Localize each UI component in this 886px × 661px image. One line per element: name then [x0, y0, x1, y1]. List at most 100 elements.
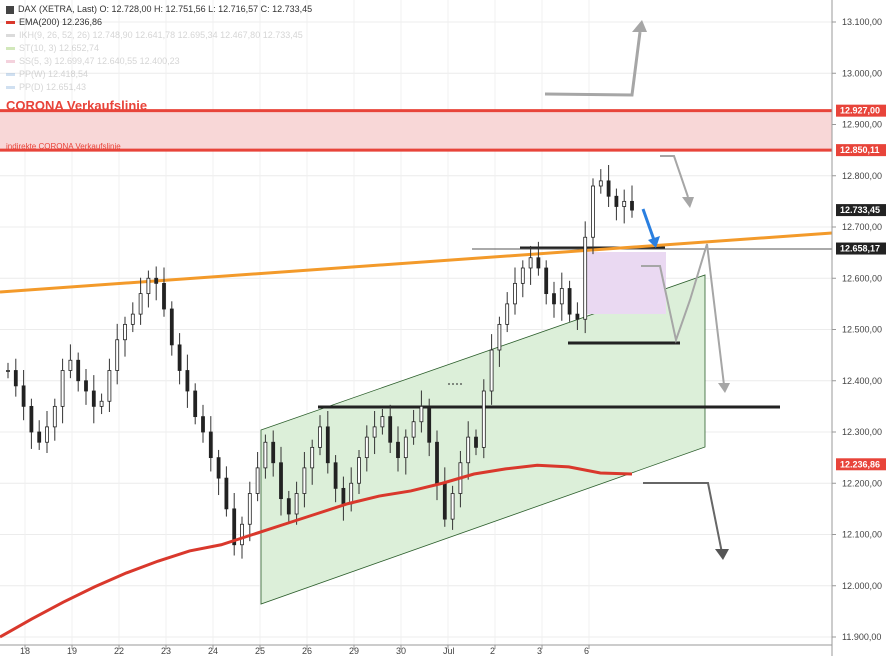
candle-body [630, 200, 634, 211]
candle-body [318, 426, 322, 448]
candle-body [21, 385, 26, 407]
candle-body [583, 236, 588, 320]
price-badge [836, 144, 886, 157]
arrow-up-icon [632, 20, 647, 32]
candle-body [107, 370, 112, 402]
candle-body [208, 431, 213, 459]
candle-body [435, 441, 439, 484]
legend-indicator-5[interactable]: PP(D) 12.651,43 [6, 81, 312, 94]
candle-body [146, 277, 151, 295]
candle-body [497, 323, 502, 351]
target-zone [586, 252, 666, 314]
legend-indicator-label: IKH(9, 26, 52, 26) 12.748,90 12.641,78 1… [19, 30, 303, 40]
candle-body [474, 436, 478, 448]
blue-arrow-head-icon [648, 236, 660, 248]
candle-body [177, 344, 182, 371]
x-tick-label: Jul [443, 646, 455, 656]
candle-body [396, 441, 400, 459]
candle-body [302, 467, 307, 494]
price-badge [836, 458, 886, 471]
x-tick-label: 6 [584, 646, 589, 656]
candle-body [575, 313, 580, 320]
legend-swatch-icon [6, 86, 15, 89]
corona-title: CORONA Verkaufslinie [6, 98, 148, 113]
candle-body [591, 185, 595, 238]
y-tick-label: 13.100,00 [842, 17, 882, 27]
candle-body [99, 400, 104, 407]
candle-body [232, 508, 237, 546]
arrow-down-icon [682, 197, 694, 208]
candle-body [216, 457, 221, 479]
legend-indicator-label: EMA(200) 12.236,86 [19, 17, 103, 27]
candle-body [263, 441, 268, 469]
x-tick-label: 19 [67, 646, 77, 656]
legend-indicator-4[interactable]: PP(W) 12.418,54 [6, 68, 312, 81]
legend-indicator-label: PP(D) 12.651,43 [19, 82, 87, 92]
legend-swatch-icon [6, 60, 15, 63]
x-tick-label: 2 [490, 646, 495, 656]
y-tick-label: 12.500,00 [842, 325, 882, 335]
candle-body [185, 370, 190, 392]
candle-body [29, 405, 34, 433]
candle-body [240, 523, 244, 546]
x-tick-label: 23 [161, 646, 171, 656]
candle-body [388, 416, 393, 443]
y-tick-label: 12.800,00 [842, 171, 882, 181]
y-tick-label: 12.300,00 [842, 427, 882, 437]
candle-body [138, 293, 143, 315]
forecast-up-path [544, 31, 642, 97]
candle-body [622, 200, 627, 207]
legend-ohlc-row: DAX (XETRA, Last) O: 12.728,00 H: 12.751… [6, 3, 312, 16]
candle-body [325, 426, 330, 464]
candle-body [271, 441, 276, 464]
candle-body [333, 462, 338, 489]
candle-body [349, 482, 354, 505]
candle-body [294, 493, 299, 515]
candle-body [544, 267, 549, 295]
candle-body [489, 349, 494, 392]
candle-body [169, 308, 174, 346]
candle-body [481, 390, 486, 448]
ema200-line [0, 463, 633, 639]
candle-body [559, 288, 564, 305]
legend-indicator-0[interactable]: EMA(200) 12.236,86 [6, 16, 312, 29]
price-badge-label: 12.850,11 [840, 145, 880, 155]
candle-body [224, 477, 229, 510]
candle-body [52, 405, 57, 428]
candle-body [598, 180, 603, 187]
orange-trendline [0, 231, 833, 294]
candle-body [154, 277, 159, 284]
candle-body [372, 426, 377, 438]
candle-body [552, 293, 556, 305]
y-tick-label: 12.700,00 [842, 222, 882, 232]
candle-body [419, 405, 424, 423]
candle-body [310, 446, 315, 469]
candle-body [162, 282, 166, 310]
candle-body [76, 359, 81, 382]
price-badge-label: 12.733,45 [840, 205, 880, 215]
y-tick-label: 13.000,00 [842, 68, 882, 78]
candle-body [115, 339, 120, 371]
candle-body [364, 436, 369, 459]
candle-body [442, 482, 447, 520]
legend-indicator-1[interactable]: IKH(9, 26, 52, 26) 12.748,90 12.641,78 1… [6, 29, 312, 42]
legend-indicator-2[interactable]: ST(10, 3) 12.652,74 [6, 42, 312, 55]
legend-indicator-label: SS(5, 3) 12.699,47 12.640,55 12.400,23 [19, 56, 180, 66]
candle-body [37, 431, 42, 443]
candle-body [247, 493, 252, 525]
resistance-zone [0, 110, 832, 151]
candle-body [341, 487, 346, 505]
candle-body [380, 416, 385, 428]
legend: DAX (XETRA, Last) O: 12.728,00 H: 12.751… [6, 3, 312, 94]
x-tick-label: 3 [537, 646, 542, 656]
candle-body [13, 370, 18, 387]
price-badge-label: 12.236,86 [840, 459, 880, 469]
candle-body [123, 323, 127, 341]
y-tick-label: 11.900,00 [842, 632, 881, 642]
legend-indicator-3[interactable]: SS(5, 3) 12.699,47 12.640,55 12.400,23 [6, 55, 312, 68]
y-tick-label: 12.600,00 [842, 273, 882, 283]
forecast-down-path [643, 482, 723, 554]
candle-body [68, 359, 73, 371]
